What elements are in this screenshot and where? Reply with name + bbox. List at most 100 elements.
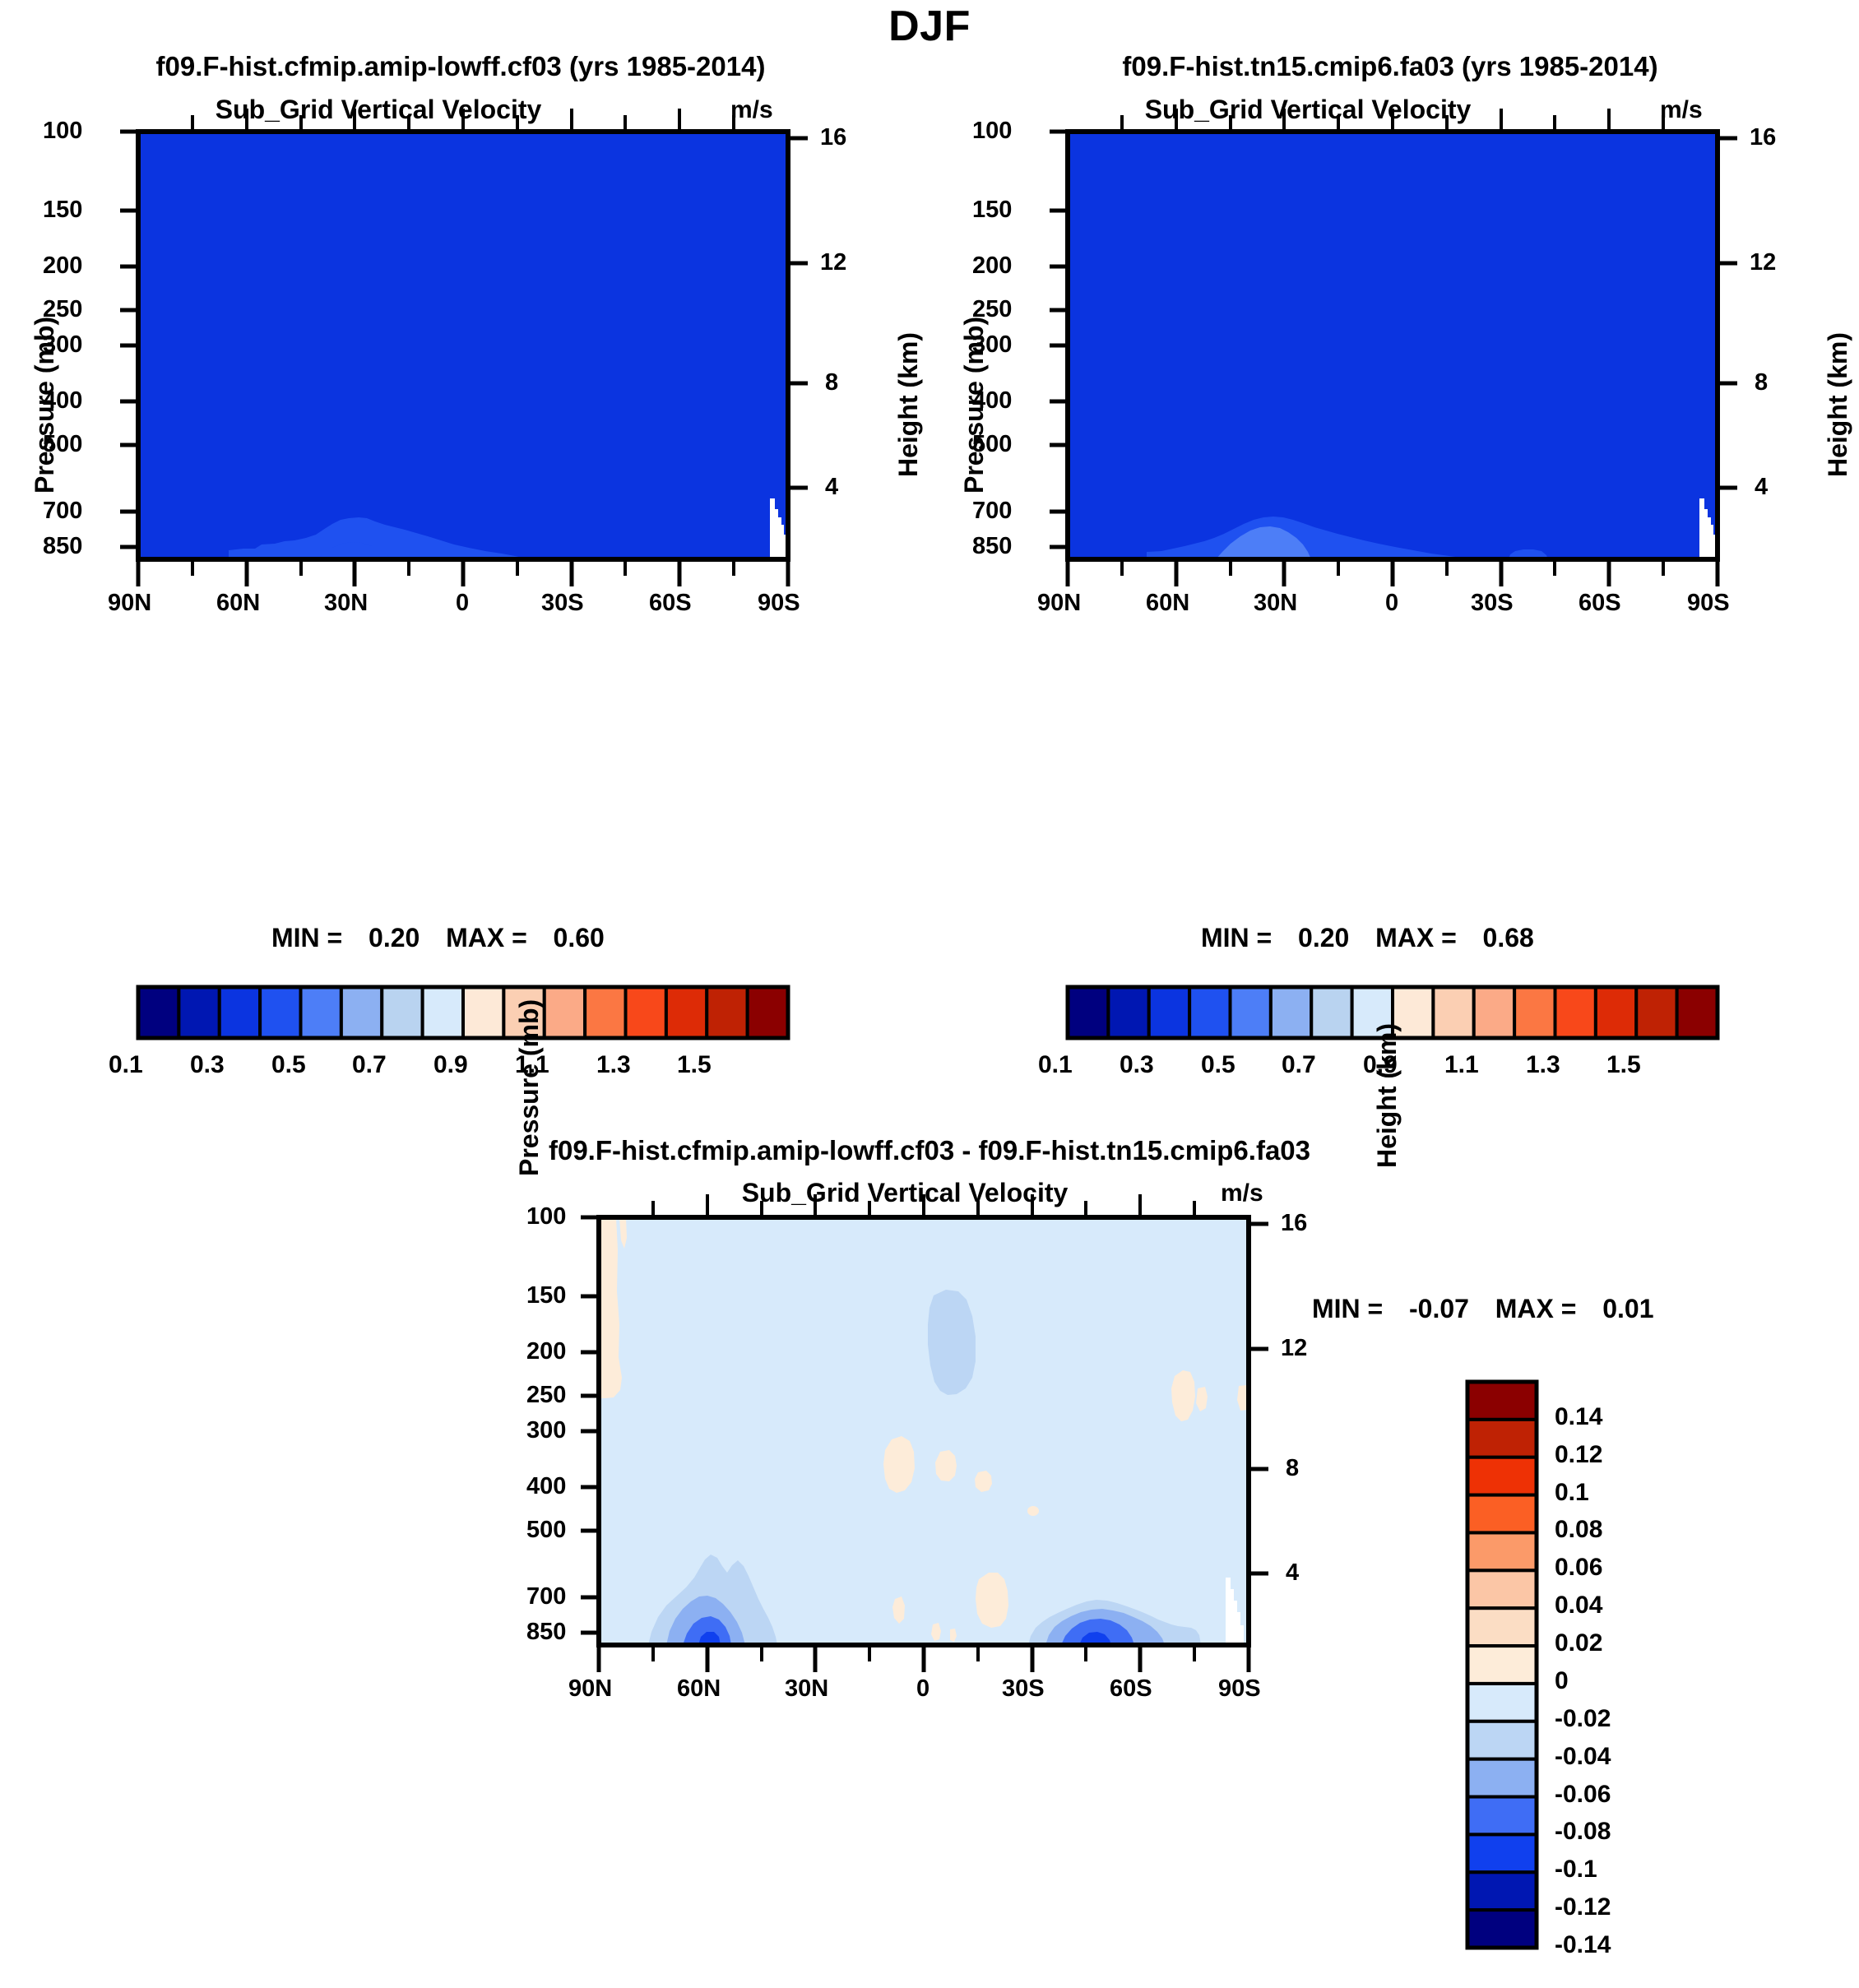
left-y2tick-16: 16 xyxy=(820,124,847,151)
right-ytick-700: 700 xyxy=(972,498,1013,524)
left-ytick-250: 250 xyxy=(43,296,83,322)
page-title: DJF xyxy=(888,2,971,50)
diff-cb-label-3: 0.08 xyxy=(1555,1516,1603,1544)
right-xtick-30N: 30N xyxy=(1254,590,1298,616)
diff-cb-label-7: 0 xyxy=(1555,1666,1569,1694)
colorbar-cell xyxy=(1391,985,1435,1040)
diff-xtick-30N: 30N xyxy=(785,1675,829,1702)
diff-y2tick-4: 4 xyxy=(1286,1559,1300,1586)
colorbar-cell xyxy=(1593,985,1639,1040)
right-xtick-90S: 90S xyxy=(1687,590,1730,616)
colorbar-cell xyxy=(1466,1795,1538,1837)
colorbar-cell xyxy=(461,985,506,1040)
diff-ytick-100: 100 xyxy=(526,1203,567,1230)
colorbar-cell xyxy=(1466,1380,1538,1421)
diff-cb-label-6: 0.02 xyxy=(1555,1629,1603,1657)
diff-cb-label-0: 0.14 xyxy=(1555,1402,1603,1430)
right-panel-title: f09.F-hist.tn15.cmip6.fa03 (yrs 1985-201… xyxy=(1122,51,1658,81)
diff-cb-label-14: -0.14 xyxy=(1555,1931,1611,1958)
right-panel-units: m/s xyxy=(1660,96,1703,123)
colorbar-cell xyxy=(1466,1833,1538,1874)
left-xtick-90S: 90S xyxy=(758,590,800,616)
left-panel-variable-title: Sub_Grid Vertical Velocity xyxy=(215,95,542,124)
colorbar-cell xyxy=(1466,1531,1538,1573)
colorbar-cell xyxy=(1431,985,1476,1040)
right-max-value: 0.68 xyxy=(1482,923,1534,952)
colorbar-cell xyxy=(1466,1606,1538,1648)
colorbar-cell xyxy=(380,985,424,1040)
right-cb-label-0: 0.1 xyxy=(1038,1051,1073,1078)
left-cb-label-4: 0.9 xyxy=(433,1051,468,1078)
colorbar-cell xyxy=(1268,985,1314,1040)
colorbar-cell xyxy=(1466,1681,1538,1723)
colorbar-cell xyxy=(177,985,221,1040)
left-cb-label-2: 0.5 xyxy=(271,1051,306,1078)
diff-y2tick-8: 8 xyxy=(1286,1455,1300,1481)
left-max-label: MAX = xyxy=(446,923,527,952)
diff-panel-ylabel: Pressure (mb) xyxy=(514,999,544,1176)
right-ytick-200: 200 xyxy=(972,253,1013,279)
colorbar-cell xyxy=(1466,1719,1538,1761)
right-cb-label-2: 0.5 xyxy=(1201,1051,1235,1078)
left-xtick-60S: 60S xyxy=(649,590,692,616)
colorbar-cell xyxy=(420,985,466,1040)
colorbar-cell xyxy=(624,985,668,1040)
left-ytick-500: 500 xyxy=(43,431,83,457)
colorbar-cell xyxy=(583,985,628,1040)
right-cb-label-3: 0.7 xyxy=(1282,1051,1316,1078)
left-ytick-400: 400 xyxy=(43,387,83,414)
colorbar-cell xyxy=(1675,985,1720,1040)
right-xtick-90N: 90N xyxy=(1037,590,1082,616)
colorbar-cell xyxy=(1147,985,1192,1040)
left-xtick-0: 0 xyxy=(456,590,470,616)
diff-y2tick-12: 12 xyxy=(1281,1335,1308,1361)
diff-xtick-60S: 60S xyxy=(1110,1675,1152,1702)
right-cb-label-5: 1.1 xyxy=(1444,1051,1479,1078)
colorbar-cell xyxy=(1466,1455,1538,1497)
left-cb-label-6: 1.3 xyxy=(596,1051,631,1078)
left-cb-label-5: 1.1 xyxy=(515,1051,549,1078)
right-xtick-30S: 30S xyxy=(1471,590,1514,616)
left-ytick-100: 100 xyxy=(43,118,83,144)
diff-max-value: 0.01 xyxy=(1602,1294,1654,1323)
right-y2tick-16: 16 xyxy=(1750,124,1777,151)
left-cb-label-1: 0.3 xyxy=(190,1051,225,1078)
diff-cb-label-9: -0.04 xyxy=(1555,1742,1611,1770)
left-cb-label-3: 0.7 xyxy=(352,1051,387,1078)
diff-xtick-60N: 60N xyxy=(677,1675,721,1702)
diff-panel-minmax: MIN = -0.07 MAX = 0.01 xyxy=(1312,1294,1653,1324)
right-xtick-60N: 60N xyxy=(1146,590,1190,616)
diff-ytick-400: 400 xyxy=(526,1473,567,1499)
left-y2tick-12: 12 xyxy=(820,249,847,276)
diff-ytick-200: 200 xyxy=(526,1338,567,1365)
diff-panel-plot xyxy=(581,1194,1268,1672)
right-cb-label-4: 0.9 xyxy=(1363,1051,1398,1078)
left-xtick-30N: 30N xyxy=(324,590,369,616)
diff-panel-title: f09.F-hist.cfmip.amip-lowff.cf03 - f09.F… xyxy=(548,1135,1310,1165)
right-panel-plot xyxy=(1050,109,1737,586)
right-xtick-0: 0 xyxy=(1385,590,1399,616)
colorbar-cell xyxy=(258,985,303,1040)
diff-cb-label-1: 0.12 xyxy=(1555,1440,1603,1468)
diff-colorbar xyxy=(1465,1379,1539,1950)
colorbar-cell xyxy=(1188,985,1232,1040)
right-y2tick-4: 4 xyxy=(1755,474,1769,500)
colorbar-cell xyxy=(1228,985,1273,1040)
colorbar-cell xyxy=(745,985,790,1040)
diff-ytick-850: 850 xyxy=(526,1619,567,1645)
diff-cb-label-5: 0.04 xyxy=(1555,1592,1603,1620)
diff-ytick-250: 250 xyxy=(526,1382,567,1408)
left-xtick-30S: 30S xyxy=(541,590,584,616)
right-xtick-60S: 60S xyxy=(1579,590,1621,616)
right-ytick-850: 850 xyxy=(972,533,1013,559)
left-ytick-150: 150 xyxy=(43,197,83,223)
diff-cb-label-8: -0.02 xyxy=(1555,1704,1611,1732)
right-panel-variable-title: Sub_Grid Vertical Velocity xyxy=(1144,95,1472,124)
right-ytick-400: 400 xyxy=(972,387,1013,414)
diff-xtick-0: 0 xyxy=(916,1675,930,1702)
colorbar-cell xyxy=(1466,1644,1538,1685)
right-ytick-300: 300 xyxy=(972,331,1013,358)
left-ytick-850: 850 xyxy=(43,533,83,559)
colorbar-cell xyxy=(1634,985,1679,1040)
colorbar-cell xyxy=(1466,1569,1538,1610)
